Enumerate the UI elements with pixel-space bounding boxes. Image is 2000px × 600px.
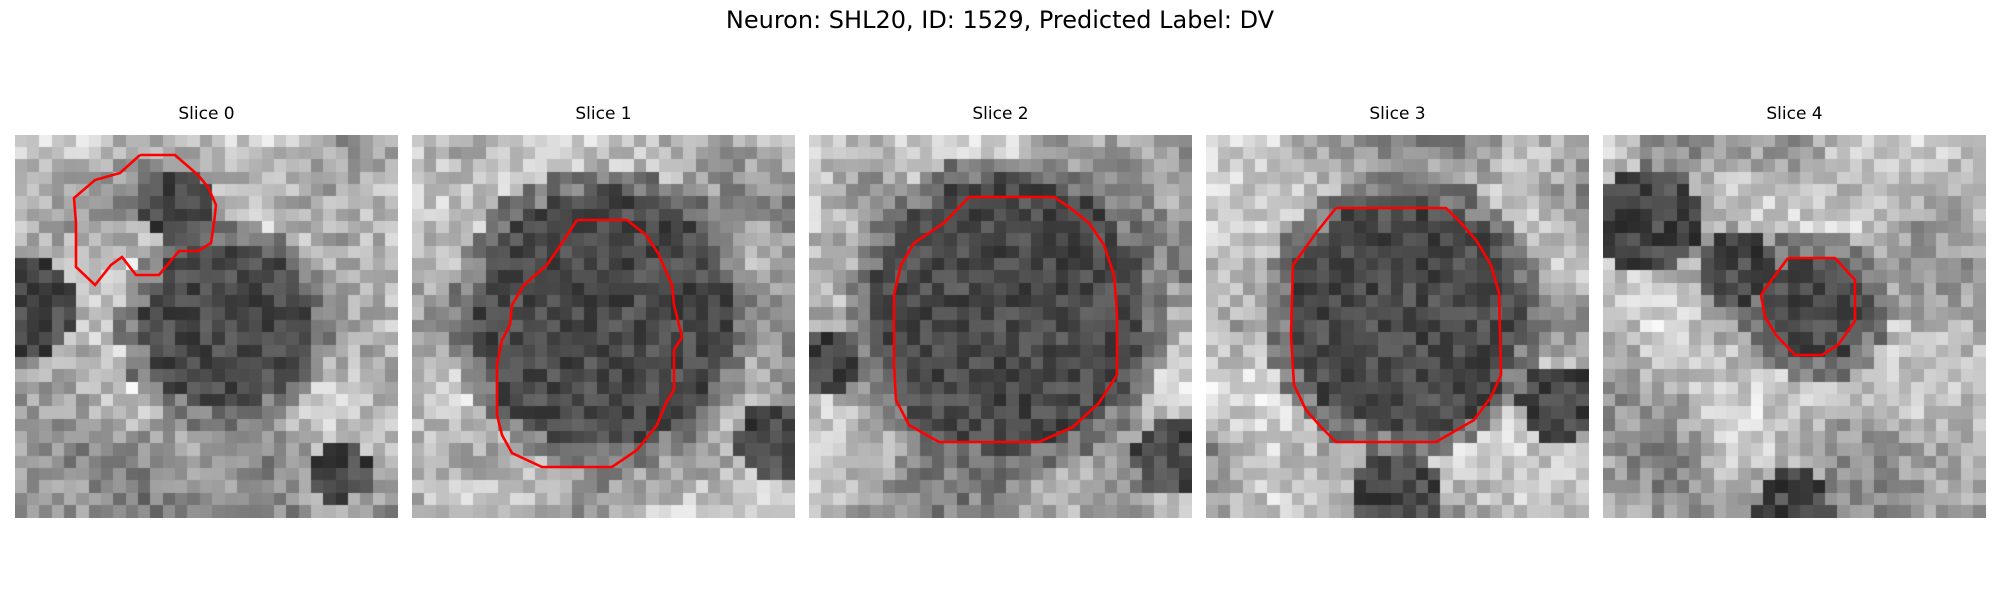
- slice-title-3: Slice 3: [1369, 104, 1426, 124]
- slice-image-4: [1603, 135, 1986, 518]
- slice-title-4: Slice 4: [1766, 104, 1823, 124]
- slice-title-2: Slice 2: [972, 104, 1029, 124]
- contour-outline-3: [1289, 206, 1503, 444]
- slice-image-0: [15, 135, 398, 518]
- contour-outline-1: [495, 218, 684, 469]
- contour-outline-4: [1759, 256, 1857, 357]
- slice-panel-1: Slice 1: [412, 104, 795, 518]
- slice-image-2: [809, 135, 1192, 518]
- slice-panel-2: Slice 2: [809, 104, 1192, 518]
- slice-image-3: [1206, 135, 1589, 518]
- contour-outline-2: [892, 195, 1119, 444]
- slice-panel-0: Slice 0: [15, 104, 398, 518]
- slice-panel-4: Slice 4: [1603, 104, 1986, 518]
- slice-panel-3: Slice 3: [1206, 104, 1589, 518]
- figure-title: Neuron: SHL20, ID: 1529, Predicted Label…: [725, 6, 1275, 34]
- contour-outline-0: [72, 153, 218, 287]
- slice-title-0: Slice 0: [178, 104, 235, 124]
- slice-image-1: [412, 135, 795, 518]
- slice-title-1: Slice 1: [575, 104, 632, 124]
